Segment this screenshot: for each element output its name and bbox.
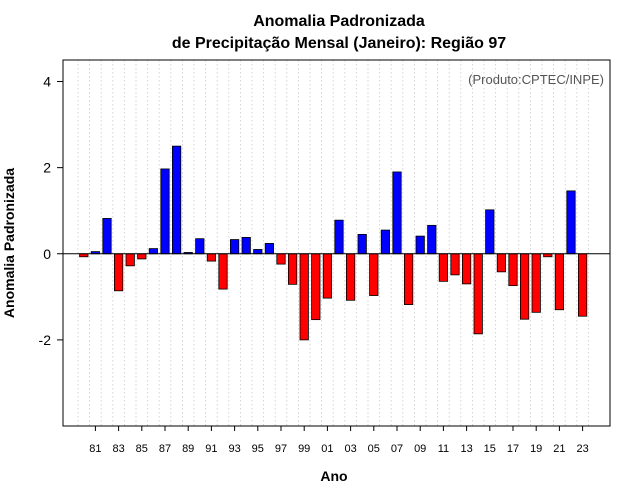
x-tick-label: 13 bbox=[460, 443, 472, 455]
y-tick-label: 2 bbox=[43, 160, 51, 176]
x-tick-label: 89 bbox=[182, 443, 194, 455]
bar bbox=[241, 237, 251, 255]
bar bbox=[102, 218, 112, 255]
x-axis-label: Ano bbox=[320, 468, 347, 484]
bar bbox=[137, 253, 147, 260]
bar bbox=[450, 253, 460, 276]
axis-layer: -2 0 2 4 81 83 85 87 89 91 93 95 97 99 01 03 05 07 09 11 13 1… bbox=[39, 59, 611, 455]
y-tick-label: -2 bbox=[39, 332, 52, 348]
x-tick-label: 09 bbox=[414, 443, 426, 455]
bar bbox=[427, 224, 437, 255]
bar bbox=[380, 229, 391, 255]
bar bbox=[461, 253, 472, 285]
x-tick-label: 81 bbox=[89, 443, 101, 455]
bar bbox=[206, 253, 216, 262]
y-tick-label: 0 bbox=[43, 246, 51, 262]
bar bbox=[485, 209, 495, 255]
x-tick-label: 91 bbox=[205, 443, 217, 455]
bar bbox=[160, 168, 170, 255]
bar bbox=[392, 171, 402, 255]
bar bbox=[403, 253, 414, 305]
x-tick-label: 17 bbox=[507, 443, 519, 455]
y-tick-label: 4 bbox=[43, 74, 51, 90]
bar bbox=[369, 253, 379, 296]
bar bbox=[357, 233, 367, 255]
bar bbox=[566, 190, 576, 255]
bar bbox=[415, 235, 425, 255]
bar bbox=[520, 253, 530, 320]
x-tick-label: 85 bbox=[136, 443, 148, 455]
x-tick-label: 97 bbox=[275, 443, 287, 455]
bar bbox=[299, 253, 309, 341]
chart-subtitle: de Precipitação Mensal (Janeiro): Região… bbox=[172, 35, 506, 52]
x-tick-label: 93 bbox=[228, 443, 240, 455]
bar bbox=[148, 248, 158, 255]
x-tick-label: 15 bbox=[484, 443, 496, 455]
bar bbox=[345, 253, 356, 301]
bar bbox=[554, 253, 565, 311]
bar bbox=[508, 253, 518, 287]
x-tick-label: 07 bbox=[391, 443, 403, 455]
bar bbox=[531, 253, 541, 313]
bar bbox=[195, 238, 205, 255]
x-tick-label: 23 bbox=[576, 443, 588, 455]
bar bbox=[287, 253, 298, 285]
bar bbox=[473, 253, 483, 335]
bar bbox=[322, 253, 333, 299]
x-tick-label: 19 bbox=[530, 443, 542, 455]
x-tick-label: 21 bbox=[553, 443, 565, 455]
bar bbox=[125, 253, 135, 267]
chart-title: Anomalia Padronizada bbox=[253, 13, 425, 30]
grid-layer bbox=[77, 60, 589, 426]
x-tick-label: 01 bbox=[321, 443, 333, 455]
bar bbox=[496, 253, 507, 273]
plot-frame bbox=[62, 59, 611, 427]
x-tick-label: 03 bbox=[344, 443, 356, 455]
y-axis-label: Anomalia Padronizada bbox=[1, 168, 17, 318]
bar bbox=[276, 253, 286, 265]
x-tick-label: 99 bbox=[298, 443, 310, 455]
bar bbox=[578, 253, 588, 317]
bar bbox=[171, 145, 182, 255]
chart-credit: (Produto:CPTEC/INPE) bbox=[468, 72, 604, 87]
bar bbox=[218, 253, 228, 290]
bar bbox=[438, 253, 449, 282]
bar bbox=[114, 253, 124, 292]
bar bbox=[334, 219, 344, 255]
x-tick-label: 83 bbox=[112, 443, 124, 455]
bar bbox=[264, 243, 275, 255]
bar bbox=[229, 239, 240, 255]
x-tick-label: 87 bbox=[159, 443, 171, 455]
bar-layer bbox=[79, 145, 588, 341]
x-tick-label: 05 bbox=[368, 443, 380, 455]
bar bbox=[253, 249, 263, 255]
x-tick-label: 95 bbox=[252, 443, 264, 455]
bar bbox=[311, 253, 321, 321]
x-tick-label: 11 bbox=[438, 443, 449, 455]
